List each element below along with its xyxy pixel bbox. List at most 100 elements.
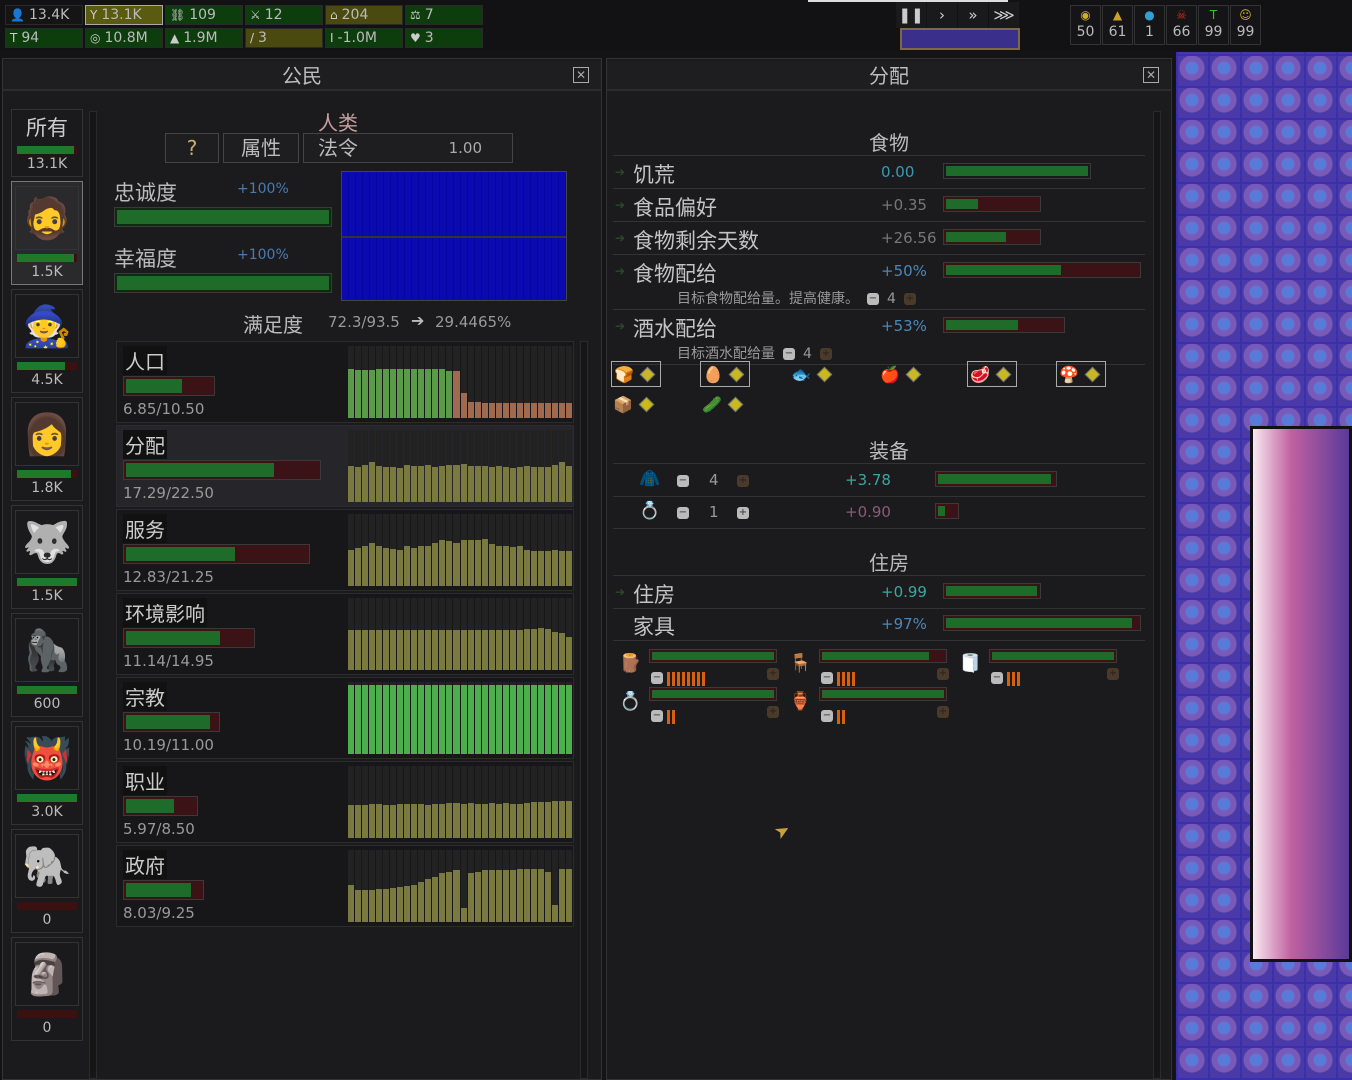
help-button[interactable]: ? xyxy=(165,133,219,163)
minimap-frame[interactable] xyxy=(900,28,1020,50)
furniture-table[interactable]: 🪑 − + xyxy=(789,647,959,687)
food-egg-toggle[interactable]: 🥚 xyxy=(700,361,750,387)
category-row[interactable]: 人口 6.85/10.50 xyxy=(116,341,574,423)
food-row[interactable]: ➔ 食物剩余天数 +26.56 xyxy=(613,223,1145,255)
food-row[interactable]: ➔ 食品偏好 +0.35 xyxy=(613,190,1145,222)
minus-button[interactable]: − xyxy=(867,293,879,305)
fast-button[interactable]: » xyxy=(958,2,988,28)
stat-citizen[interactable]: Y 13.1K xyxy=(85,5,163,25)
species-item[interactable]: 🦍 600 xyxy=(11,613,83,717)
species-item[interactable]: 👩 1.8K xyxy=(11,397,83,501)
meat-icon: 🥩 xyxy=(970,364,990,384)
stat-house[interactable]: ⌂ 204 xyxy=(325,5,403,25)
plus-button[interactable]: + xyxy=(819,348,832,360)
food-rations-toggle[interactable]: 📦 xyxy=(611,391,661,417)
minus-button[interactable]: − xyxy=(821,671,833,684)
category-row[interactable]: 政府 8.03/9.25 xyxy=(116,845,574,927)
minus-button[interactable]: − xyxy=(677,507,689,519)
food-mushroom-toggle[interactable]: 🍄 xyxy=(1056,361,1106,387)
history-bar xyxy=(467,766,474,838)
coins-icon: ◎ xyxy=(90,31,101,45)
housing-row[interactable]: 家具 +97% xyxy=(613,609,1145,641)
furniture-wood-pile[interactable]: 🪵 − + xyxy=(619,647,789,687)
history-bar xyxy=(362,598,369,670)
stat-scales[interactable]: ⚖ 7 xyxy=(405,5,483,25)
food-fish-toggle[interactable]: 🐟 xyxy=(789,361,839,387)
furniture-ring[interactable]: 💍 − + xyxy=(619,685,789,725)
close-icon[interactable]: ✕ xyxy=(1143,67,1159,83)
distribution-scrollbar[interactable] xyxy=(1153,111,1161,1079)
species-item[interactable]: 🧙 4.5K xyxy=(11,289,83,393)
attributes-button[interactable]: 属性 xyxy=(223,133,299,163)
decree-button[interactable]: 法令 1.00 xyxy=(303,133,513,163)
fastest-button[interactable]: ⋙ xyxy=(989,2,1019,28)
minus-button[interactable]: − xyxy=(651,709,663,722)
history-bar xyxy=(348,850,355,922)
species-item[interactable]: 🐘 0 xyxy=(11,829,83,933)
category-row[interactable]: 服务 12.83/21.25 xyxy=(116,509,574,591)
minus-button[interactable]: − xyxy=(677,475,689,487)
species-count: 600 xyxy=(33,696,61,712)
stat-goblet[interactable]: I -1.0M xyxy=(325,28,403,48)
counter-person[interactable]: ● 1 xyxy=(1134,5,1165,45)
game-map[interactable] xyxy=(1176,52,1352,1080)
history-bar xyxy=(551,430,558,502)
plus-button[interactable]: + xyxy=(903,293,916,305)
stat-coins[interactable]: ◎ 10.8M xyxy=(85,28,163,48)
minus-button[interactable]: − xyxy=(991,671,1003,684)
close-icon[interactable]: ✕ xyxy=(573,67,589,83)
food-apple-toggle[interactable]: 🍎 xyxy=(878,361,928,387)
species-item[interactable]: 🗿 0 xyxy=(11,937,83,1041)
pause-button[interactable]: ❚❚ xyxy=(896,2,926,28)
history-bar xyxy=(544,850,551,922)
species-item[interactable]: 🐺 1.5K xyxy=(11,505,83,609)
furniture-pottery[interactable]: 🏺 − + xyxy=(789,685,959,725)
play-button[interactable]: › xyxy=(927,2,957,28)
food-meat-toggle[interactable]: 🥩 xyxy=(967,361,1017,387)
food-row[interactable]: ➔ 食物配给 +50% 目标食物配给量。提高健康。 −4 + xyxy=(613,256,1145,310)
plus-button[interactable]: + xyxy=(1107,668,1119,680)
food-vegetable-toggle[interactable]: 🥒 xyxy=(700,391,750,417)
food-row[interactable]: ➔ 饥荒 0.00 xyxy=(613,157,1145,189)
categories-scrollbar[interactable] xyxy=(580,341,588,1079)
category-row[interactable]: 宗教 10.19/11.00 xyxy=(116,677,574,759)
counter-medal[interactable]: ◉ 50 xyxy=(1070,5,1101,45)
stat-hammer[interactable]: T 94 xyxy=(5,28,83,48)
equipment-row[interactable]: 💍 − 1 + +0.90 xyxy=(613,497,1145,529)
species-item[interactable]: 👹 3.0K xyxy=(11,721,83,825)
category-row[interactable]: 分配 17.29/22.50 xyxy=(116,425,574,507)
category-row[interactable]: 职业 5.97/8.50 xyxy=(116,761,574,843)
counter-warning[interactable]: ▲ 61 xyxy=(1102,5,1133,45)
history-bar xyxy=(376,766,383,838)
satisfaction-label: 满足度 xyxy=(243,313,303,337)
furniture-cloth[interactable]: 🧻 − + xyxy=(959,647,1129,687)
plus-button[interactable]: + xyxy=(937,706,949,718)
counter-skull[interactable]: ☠ 66 xyxy=(1166,5,1197,45)
counter-hammer[interactable]: T 99 xyxy=(1198,5,1229,45)
counter-happy[interactable]: ☺ 99 xyxy=(1230,5,1261,45)
stat-sword[interactable]: /3 xyxy=(245,28,323,48)
plus-button[interactable]: + xyxy=(767,668,779,680)
plus-button[interactable]: + xyxy=(937,668,949,680)
species-item[interactable]: 🧔 1.5K xyxy=(11,181,83,285)
species-all[interactable]: 所有 13.1K xyxy=(11,109,83,177)
stat-heart[interactable]: ♥ 3 xyxy=(405,28,483,48)
minus-button[interactable]: − xyxy=(783,348,795,360)
minus-button[interactable]: − xyxy=(651,671,663,684)
equipment-row[interactable]: 🧥 − 4 + +3.78 xyxy=(613,465,1145,497)
plus-button[interactable]: + xyxy=(737,475,749,487)
minus-button[interactable]: − xyxy=(821,709,833,722)
stat-person[interactable]: 👤 13.4K xyxy=(5,5,83,25)
stat-chain[interactable]: ⛓ 109 xyxy=(165,5,243,25)
plus-button[interactable]: + xyxy=(737,507,749,519)
food-bread-toggle[interactable]: 🍞 xyxy=(611,361,661,387)
category-row[interactable]: 环境影响 11.14/14.95 xyxy=(116,593,574,675)
plus-button[interactable]: + xyxy=(767,706,779,718)
species-count: 0 xyxy=(42,1020,52,1036)
species-scrollbar[interactable] xyxy=(89,111,97,1079)
food-row[interactable]: ➔ 酒水配给 +53% 目标酒水配给量 −4 + xyxy=(613,311,1145,365)
stat-soldiers[interactable]: ⚔ 12 xyxy=(245,5,323,25)
housing-row[interactable]: ➔ 住房 +0.99 xyxy=(613,577,1145,609)
map-building[interactable] xyxy=(1250,426,1352,962)
stat-sack[interactable]: ▲ 1.9M xyxy=(165,28,243,48)
